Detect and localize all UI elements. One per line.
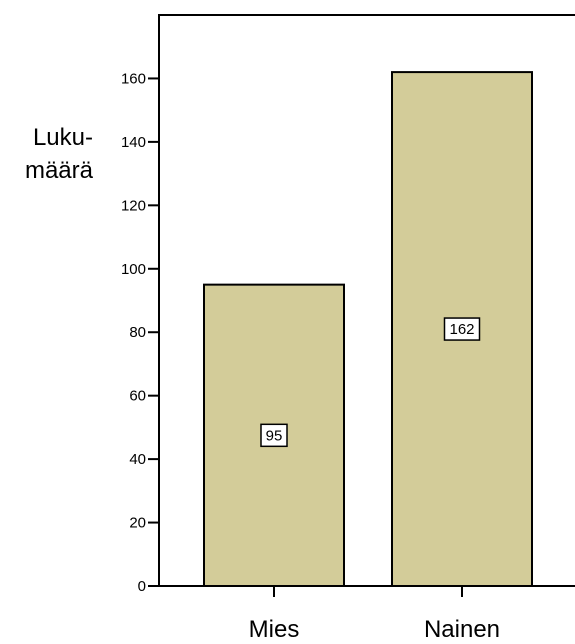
y-axis-label-line-2: määrä [25,157,94,184]
y-tick-label: 80 [129,324,146,341]
y-axis-label-line-1: Luku- [33,124,93,151]
data-label: 162 [449,321,474,338]
y-tick-label: 40 [129,451,146,468]
x-category-label: Nainen [424,616,500,643]
y-tick-label: 120 [121,197,146,214]
data-label-box [260,423,288,448]
y-tick-label: 160 [121,70,146,87]
x-category-label: Mies [249,616,300,643]
data-label: 95 [266,427,283,444]
data-label-box [443,317,481,341]
y-tick-label: 0 [138,578,146,595]
y-tick-label: 100 [121,261,146,278]
y-tick-label: 60 [129,388,146,405]
y-tick-label: 140 [121,134,146,151]
y-tick-label: 20 [129,515,146,532]
